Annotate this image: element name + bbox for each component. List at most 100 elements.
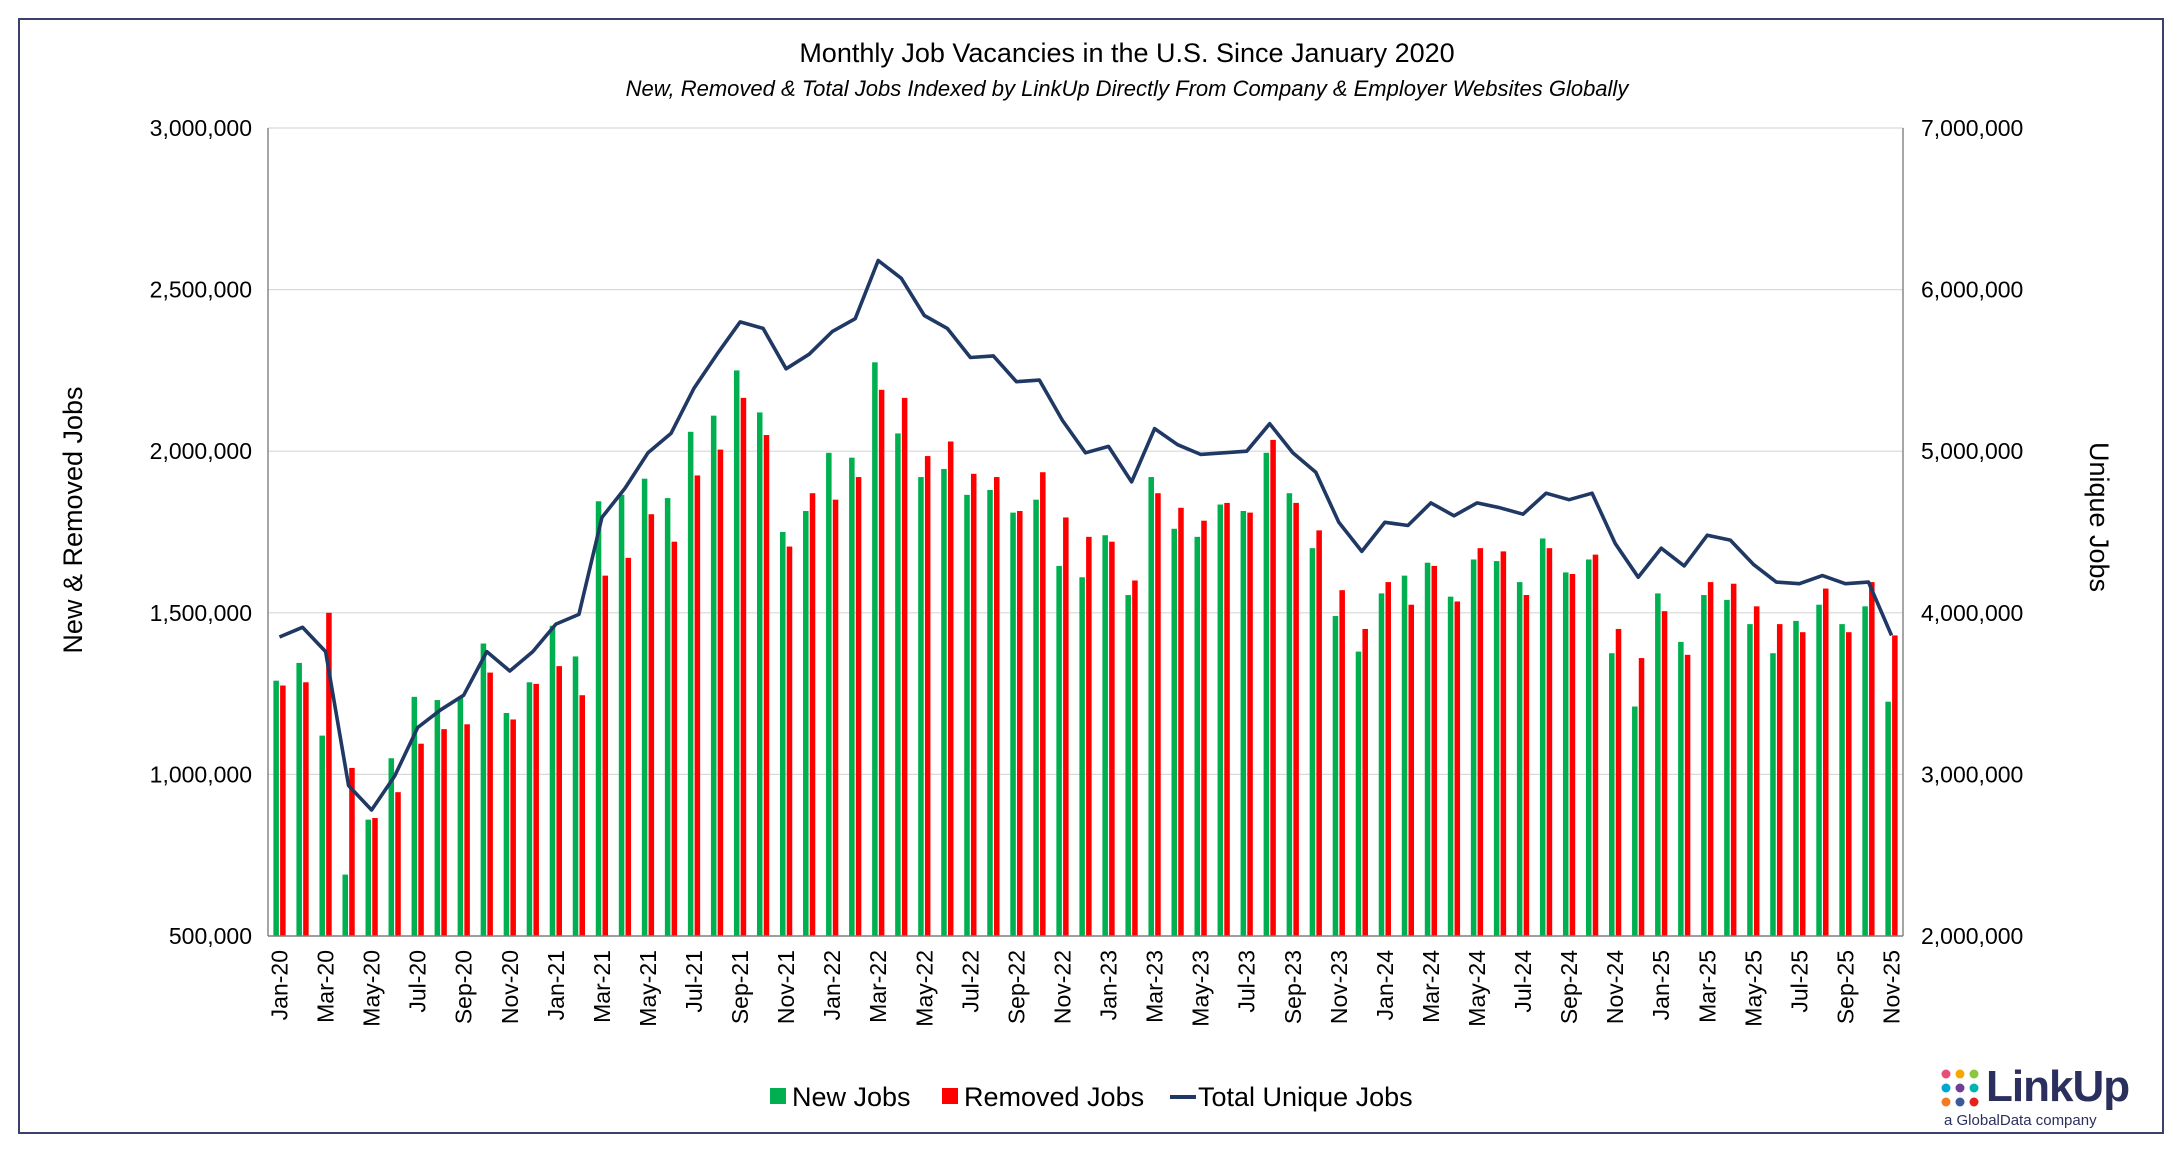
bar-removed-jobs: [717, 449, 724, 936]
bar-removed-jobs: [1224, 502, 1230, 936]
bar-new-jobs: [1447, 596, 1454, 936]
bar-new-jobs: [526, 682, 533, 936]
bar-new-jobs: [1516, 582, 1523, 936]
bar-removed-jobs: [1178, 507, 1184, 936]
x-tick-label: Sep-21: [727, 950, 753, 1024]
x-tick-label: Nov-24: [1602, 950, 1628, 1024]
bar-removed-jobs: [1799, 632, 1806, 936]
bar-removed-jobs: [1523, 595, 1530, 936]
bar-new-jobs: [1678, 641, 1684, 936]
x-tick-label: Sep-25: [1832, 950, 1858, 1024]
bar-removed-jobs: [510, 719, 516, 936]
linkup-logo-icon: [1941, 1069, 1979, 1107]
bar-removed-jobs: [1684, 654, 1691, 936]
bar-new-jobs: [1355, 651, 1362, 936]
bar-new-jobs: [710, 415, 717, 936]
bar-new-jobs: [1747, 624, 1753, 936]
bar-new-jobs: [1609, 653, 1615, 936]
x-tick-label: Sep-20: [451, 950, 477, 1024]
bar-removed-jobs: [303, 682, 309, 936]
y-tick-label-left: 500,000: [169, 923, 252, 949]
y-tick-label-left: 1,000,000: [150, 761, 252, 787]
bar-new-jobs: [895, 433, 901, 936]
bar-removed-jobs: [993, 477, 1000, 936]
bar-new-jobs: [1286, 493, 1293, 936]
bar-removed-jobs: [1293, 502, 1299, 936]
bar-removed-jobs: [1109, 541, 1115, 936]
bar-new-jobs: [296, 662, 302, 936]
bar-new-jobs: [342, 874, 348, 936]
bar-removed-jobs: [1454, 601, 1461, 936]
x-tick-label: May-20: [359, 950, 385, 1027]
bar-new-jobs: [941, 468, 947, 936]
bar-removed-jobs: [556, 666, 562, 936]
bar-removed-jobs: [1892, 635, 1898, 936]
x-tick-label: Jul-20: [405, 950, 431, 1013]
bar-removed-jobs: [1086, 536, 1092, 936]
bar-removed-jobs: [1661, 611, 1668, 936]
x-tick-label: Nov-20: [497, 950, 523, 1024]
bar-new-jobs: [388, 758, 395, 936]
bar-new-jobs: [1632, 706, 1638, 936]
bar-new-jobs: [1332, 616, 1339, 936]
bar-new-jobs: [849, 457, 855, 936]
bar-new-jobs: [1194, 536, 1201, 936]
bar-new-jobs: [1102, 535, 1108, 936]
bar-removed-jobs: [878, 389, 885, 936]
bar-removed-jobs: [625, 557, 632, 936]
x-tick-label: Mar-25: [1694, 950, 1720, 1023]
bar-new-jobs: [480, 643, 487, 936]
x-tick-label: Mar-24: [1418, 950, 1444, 1023]
bar-removed-jobs: [533, 683, 539, 936]
legend-label-total-unique-jobs: Total Unique Jobs: [1198, 1082, 1413, 1112]
bar-new-jobs: [1217, 504, 1224, 936]
y-axis-left-ticks: 500,000 1,000,000 1,500,000 2,000,000 2,500,…: [150, 115, 252, 949]
linkup-logo-wordmark: LinkUp: [1986, 1062, 2130, 1111]
chart-title: Monthly Job Vacancies in the U.S. Since …: [799, 38, 1454, 68]
y-axis-left-label: New & Removed Jobs: [58, 386, 88, 653]
bar-removed-jobs: [1823, 588, 1829, 936]
legend-swatch-removed-jobs: [942, 1088, 958, 1104]
bar-new-jobs: [365, 819, 372, 936]
bar-removed-jobs: [1477, 548, 1484, 936]
y-tick-label-left: 3,000,000: [150, 115, 252, 141]
bar-removed-jobs: [763, 435, 770, 936]
bar-removed-jobs: [1362, 628, 1368, 936]
bar-new-jobs: [987, 489, 993, 936]
bar-new-jobs: [503, 712, 510, 936]
bar-new-jobs: [664, 498, 671, 936]
y-axis-right-ticks: 2,000,000 3,000,000 4,000,000 5,000,000 6,00…: [1921, 115, 2023, 949]
x-tick-label: Jan-21: [543, 950, 569, 1020]
line-group: [278, 258, 1894, 812]
x-tick-label: Jul-24: [1510, 950, 1536, 1013]
bar-removed-jobs: [947, 441, 954, 936]
bar-removed-jobs: [1776, 624, 1783, 936]
line-total-unique-jobs: [278, 258, 1894, 812]
x-tick-label: Jan-23: [1096, 950, 1122, 1020]
bar-new-jobs: [1033, 499, 1039, 936]
bar-new-jobs: [1263, 452, 1270, 936]
bar-removed-jobs: [1592, 554, 1599, 936]
bar-new-jobs: [826, 452, 832, 936]
x-tick-label: Jul-25: [1786, 950, 1812, 1013]
gridlines: [268, 127, 1903, 776]
x-tick-label: May-22: [911, 950, 937, 1027]
bar-new-jobs: [1378, 593, 1385, 936]
x-tick-label: Mar-22: [865, 950, 891, 1023]
x-tick-label: Jul-22: [957, 950, 983, 1013]
bar-new-jobs: [1539, 538, 1546, 936]
y-tick-label-left: 1,500,000: [150, 600, 252, 626]
bar-new-jobs: [273, 680, 279, 936]
linkup-logo-tagline: a GlobalData company: [1944, 1112, 2097, 1129]
bar-new-jobs: [1079, 577, 1085, 936]
x-tick-label: Jan-25: [1648, 950, 1674, 1020]
bar-new-jobs: [1056, 565, 1062, 936]
bar-removed-jobs: [1017, 510, 1023, 936]
bar-new-jobs: [964, 494, 970, 936]
bar-new-jobs: [595, 501, 602, 936]
x-tick-label: Nov-21: [773, 950, 799, 1024]
bar-new-jobs: [1148, 477, 1154, 936]
x-tick-label: Sep-24: [1556, 950, 1582, 1024]
y-tick-label-left: 2,000,000: [150, 438, 252, 464]
x-tick-label: Mar-23: [1142, 950, 1168, 1023]
